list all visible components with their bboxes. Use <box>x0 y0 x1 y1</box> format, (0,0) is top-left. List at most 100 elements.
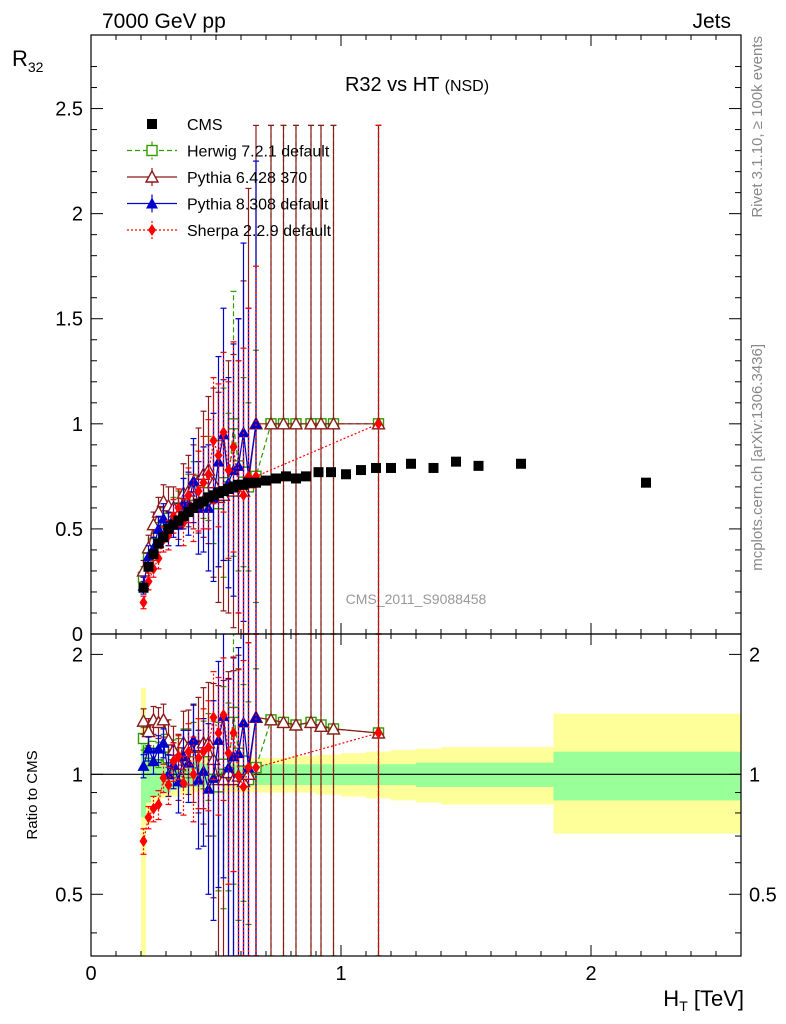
main-pythia6-point <box>288 416 304 430</box>
ratio-pythia8-point <box>202 782 215 794</box>
main-sherpa-point <box>194 485 203 498</box>
ratio-sherpa-point <box>164 779 173 792</box>
ratio-sherpa-point <box>219 708 228 721</box>
mcplots-label: mcplots.cern.ch [arXiv:1306.3436] <box>749 344 766 571</box>
main-cms-point <box>326 467 336 478</box>
main-y-tick-label: 0.5 <box>55 519 83 541</box>
main-sherpa-point <box>219 426 228 439</box>
main-pythia6-point <box>263 416 279 430</box>
main-cms-point <box>473 460 484 471</box>
ratio-pythia6-point <box>326 721 341 735</box>
main-pythia6-point <box>326 416 341 430</box>
ratio-sherpa-point <box>374 726 383 739</box>
main-y-tick-label: 2.5 <box>55 99 83 121</box>
ratio-pythia8-point <box>187 733 200 745</box>
main-cms-point <box>451 456 461 467</box>
ratio-y-axis-label: Ratio to CMS <box>24 750 41 839</box>
legend-marker <box>146 197 158 209</box>
main-cms-point <box>138 582 149 593</box>
ratio-pythia6-point <box>136 713 151 727</box>
x-axis-label: HT [TeV] <box>663 986 744 1014</box>
legend-marker <box>146 144 158 157</box>
legend-entry-pythia8: Pythia 8.308 default <box>127 194 329 214</box>
ratio-pythia6-point <box>276 714 291 729</box>
main-sherpa-point <box>214 449 223 462</box>
ratio-y-tick-label: 0.5 <box>55 884 83 906</box>
ratio-sherpa-point <box>214 726 223 739</box>
main-sherpa-point <box>174 501 183 514</box>
ratio-pythia8-point <box>147 755 160 767</box>
main-y-axis-label: R32 <box>12 46 44 75</box>
ratio-sherpa-point <box>169 755 178 768</box>
ratio-pythia6-point <box>313 718 329 732</box>
main-cms-point <box>143 561 154 572</box>
ratio-panel-data <box>136 634 386 956</box>
axes <box>90 34 742 957</box>
ratio-sherpa-point <box>154 798 163 811</box>
main-sherpa-point <box>239 489 248 502</box>
ratio-uncertainty-band <box>141 687 741 956</box>
ratio-sherpa-point <box>139 835 148 848</box>
main-pythia8-point <box>152 522 165 534</box>
legend-entry-cms: CMS <box>147 117 223 134</box>
main-cms-point <box>301 471 311 482</box>
main-sherpa-point <box>184 489 193 502</box>
band-inner-segment <box>151 754 161 797</box>
ratio-pythia8-point <box>237 716 250 728</box>
main-cms-point <box>281 471 291 482</box>
plot-title-sub: (NSD) <box>445 78 489 95</box>
main-y-tick-label: 1.5 <box>55 309 83 331</box>
ratio-pythia8-point <box>212 733 225 745</box>
rivet-label: Rivet 3.1.10, ≥ 100k events <box>749 36 766 218</box>
main-y-tick-label: 1 <box>72 414 83 436</box>
main-sherpa-point <box>229 440 238 453</box>
ratio-pythia8-point <box>250 711 262 723</box>
main-sherpa-point <box>199 476 208 489</box>
ratio-sherpa-point <box>224 747 233 760</box>
main-sherpa-point <box>224 464 233 477</box>
legend-label: Herwig 7.2.1 default <box>187 144 330 161</box>
main-pythia6-point <box>313 416 329 430</box>
tick-labels: 0 0.5 1 1.5 2 2.5 0.5 0.5 1 2 2 1 0 1 2 <box>55 99 777 985</box>
main-y-axis-label-main: R <box>12 46 28 71</box>
main-pythia6-point <box>303 416 319 430</box>
ratio-y-tick-label: 1 <box>72 764 83 786</box>
ratio-sherpa-point <box>252 761 260 774</box>
main-cms-point <box>251 477 261 488</box>
header-right-label: Jets <box>692 10 731 33</box>
main-series-cms <box>138 456 651 593</box>
main-y-tick-label: 0 <box>72 624 83 646</box>
main-cms-point <box>291 473 301 484</box>
main-cms-point <box>271 473 281 484</box>
main-sherpa-point <box>139 596 148 609</box>
band-inner-segment <box>141 739 146 818</box>
plot-title-main: R32 vs HT <box>345 74 439 96</box>
main-y-axis-label-sub: 32 <box>28 59 44 75</box>
ratio-sherpa-point <box>144 811 153 824</box>
ratio-y-tick-label-right: 1 <box>749 764 760 786</box>
ratio-pythia8-point <box>137 759 150 771</box>
x-axis-label-unit: [TeV] <box>688 986 744 1011</box>
main-cms-point <box>313 467 324 478</box>
ratio-pythia6-point <box>156 712 171 726</box>
x-tick-label: 1 <box>335 963 346 985</box>
legend-label: Pythia 6.428 370 <box>187 170 307 187</box>
main-pythia8-point <box>250 417 262 429</box>
ratio-y-tick-label: 2 <box>72 644 83 666</box>
main-cms-point <box>641 477 651 488</box>
main-pythia6-point <box>276 416 291 430</box>
ratio-sherpa-point <box>239 780 248 793</box>
ratio-y-tick-label-right: 0.5 <box>749 884 777 906</box>
legend-marker <box>148 224 156 236</box>
x-axis-label-sub: T <box>679 998 688 1014</box>
main-cms-point <box>158 532 169 543</box>
band-inner-segment <box>146 750 151 803</box>
main-y-tick-label: 2 <box>72 204 83 226</box>
main-pythia8-point <box>232 459 245 471</box>
x-tick-label: 2 <box>585 963 596 985</box>
analysis-id-label: CMS_2011_S9088458 <box>346 591 487 607</box>
ratio-sherpa-point <box>204 741 213 754</box>
main-cms-point <box>516 458 526 469</box>
ratio-pythia8-point <box>157 736 170 748</box>
